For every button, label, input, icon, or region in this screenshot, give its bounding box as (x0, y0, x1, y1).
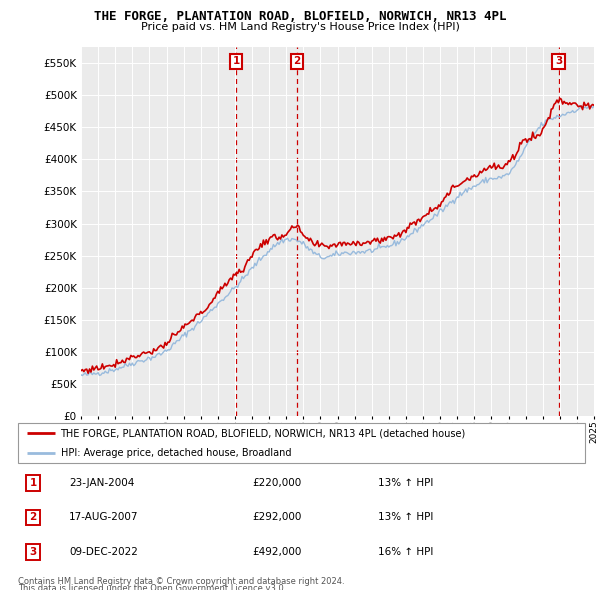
Text: 1: 1 (232, 56, 239, 66)
Text: 09-DEC-2022: 09-DEC-2022 (69, 547, 138, 556)
Text: THE FORGE, PLANTATION ROAD, BLOFIELD, NORWICH, NR13 4PL (detached house): THE FORGE, PLANTATION ROAD, BLOFIELD, NO… (61, 428, 466, 438)
Text: Contains HM Land Registry data © Crown copyright and database right 2024.: Contains HM Land Registry data © Crown c… (18, 577, 344, 586)
Text: 3: 3 (555, 56, 562, 66)
Text: THE FORGE, PLANTATION ROAD, BLOFIELD, NORWICH, NR13 4PL: THE FORGE, PLANTATION ROAD, BLOFIELD, NO… (94, 10, 506, 23)
Text: 13% ↑ HPI: 13% ↑ HPI (378, 478, 433, 488)
FancyBboxPatch shape (18, 423, 585, 463)
Text: 2: 2 (29, 513, 37, 522)
Text: £492,000: £492,000 (252, 547, 301, 556)
Text: 2: 2 (293, 56, 301, 66)
Text: 1: 1 (29, 478, 37, 488)
Text: 17-AUG-2007: 17-AUG-2007 (69, 513, 139, 522)
Text: 16% ↑ HPI: 16% ↑ HPI (378, 547, 433, 556)
Text: £220,000: £220,000 (252, 478, 301, 488)
Text: £292,000: £292,000 (252, 513, 301, 522)
Text: Price paid vs. HM Land Registry's House Price Index (HPI): Price paid vs. HM Land Registry's House … (140, 22, 460, 32)
Text: HPI: Average price, detached house, Broadland: HPI: Average price, detached house, Broa… (61, 448, 291, 458)
Text: 13% ↑ HPI: 13% ↑ HPI (378, 513, 433, 522)
Text: This data is licensed under the Open Government Licence v3.0.: This data is licensed under the Open Gov… (18, 584, 286, 590)
Text: 3: 3 (29, 547, 37, 556)
Text: 23-JAN-2004: 23-JAN-2004 (69, 478, 134, 488)
